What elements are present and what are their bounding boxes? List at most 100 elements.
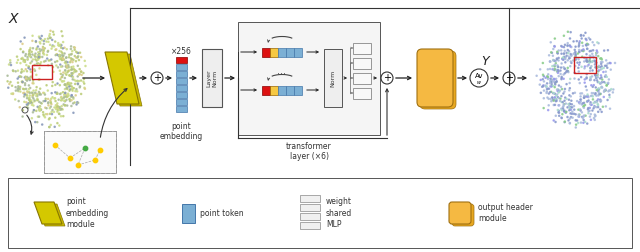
- Point: [56, 75, 67, 79]
- Point: [24, 83, 34, 87]
- Point: [45, 105, 56, 109]
- Point: [59, 79, 69, 83]
- Point: [559, 49, 570, 53]
- Point: [599, 49, 609, 53]
- Point: [12, 55, 22, 59]
- Point: [63, 93, 74, 97]
- Point: [74, 67, 84, 71]
- Point: [44, 34, 54, 38]
- Point: [546, 50, 556, 54]
- Point: [25, 100, 35, 104]
- Point: [545, 59, 555, 64]
- Point: [580, 114, 591, 118]
- Point: [40, 97, 51, 101]
- Point: [548, 84, 558, 88]
- Point: [90, 158, 100, 162]
- Polygon shape: [108, 54, 142, 106]
- Point: [79, 82, 90, 86]
- Point: [42, 56, 52, 60]
- Point: [582, 88, 592, 92]
- Point: [604, 93, 614, 97]
- Point: [43, 37, 53, 41]
- Point: [38, 91, 49, 95]
- Point: [549, 77, 559, 81]
- Point: [73, 101, 83, 105]
- Point: [582, 72, 592, 76]
- Bar: [300, 195, 320, 202]
- Text: Norm: Norm: [330, 69, 335, 87]
- Point: [544, 91, 554, 96]
- Point: [53, 65, 63, 69]
- Point: [588, 101, 598, 105]
- Point: [33, 56, 43, 60]
- Point: [26, 75, 36, 79]
- Point: [572, 39, 582, 43]
- Point: [596, 81, 606, 85]
- Point: [574, 100, 584, 104]
- Point: [591, 48, 602, 52]
- Point: [24, 48, 35, 52]
- Point: [553, 71, 563, 75]
- Point: [550, 67, 560, 71]
- Bar: [278, 85, 286, 94]
- Bar: [300, 204, 320, 210]
- Point: [552, 92, 563, 97]
- Point: [35, 87, 45, 91]
- Point: [594, 90, 604, 94]
- Point: [34, 53, 44, 57]
- Point: [65, 74, 75, 78]
- Point: [586, 76, 596, 80]
- Point: [35, 92, 45, 97]
- Point: [28, 46, 38, 50]
- Text: $Y$: $Y$: [481, 55, 492, 68]
- Point: [55, 62, 65, 67]
- Point: [34, 90, 44, 94]
- Point: [24, 77, 34, 81]
- Point: [75, 85, 85, 89]
- Point: [55, 43, 65, 47]
- Point: [582, 59, 593, 63]
- Point: [608, 87, 618, 91]
- Point: [563, 41, 573, 45]
- Point: [55, 57, 65, 61]
- Point: [540, 84, 550, 88]
- Point: [536, 91, 546, 95]
- Point: [590, 73, 600, 77]
- Point: [591, 85, 601, 89]
- Point: [556, 52, 566, 56]
- Point: [75, 72, 85, 76]
- Point: [24, 76, 35, 80]
- Point: [34, 78, 44, 82]
- Point: [595, 82, 605, 86]
- Point: [554, 109, 564, 113]
- Point: [594, 92, 604, 96]
- Point: [579, 101, 589, 105]
- Point: [58, 40, 68, 44]
- Point: [38, 51, 49, 55]
- Point: [50, 116, 60, 120]
- Point: [564, 81, 575, 85]
- Point: [29, 99, 40, 103]
- Point: [577, 101, 588, 105]
- Point: [591, 100, 601, 104]
- Point: [58, 57, 68, 61]
- Point: [552, 68, 562, 72]
- Point: [56, 114, 66, 118]
- Point: [33, 57, 44, 61]
- Point: [598, 70, 609, 74]
- Point: [34, 56, 44, 60]
- Point: [72, 89, 83, 93]
- Point: [24, 97, 34, 101]
- Point: [29, 67, 40, 71]
- Point: [550, 61, 561, 65]
- Point: [538, 73, 548, 77]
- Point: [51, 52, 61, 56]
- Point: [45, 100, 56, 104]
- Point: [565, 37, 575, 41]
- Point: [61, 83, 72, 87]
- Point: [561, 110, 572, 114]
- Point: [566, 94, 576, 98]
- Point: [18, 50, 28, 54]
- Point: [597, 67, 607, 71]
- Point: [26, 101, 36, 105]
